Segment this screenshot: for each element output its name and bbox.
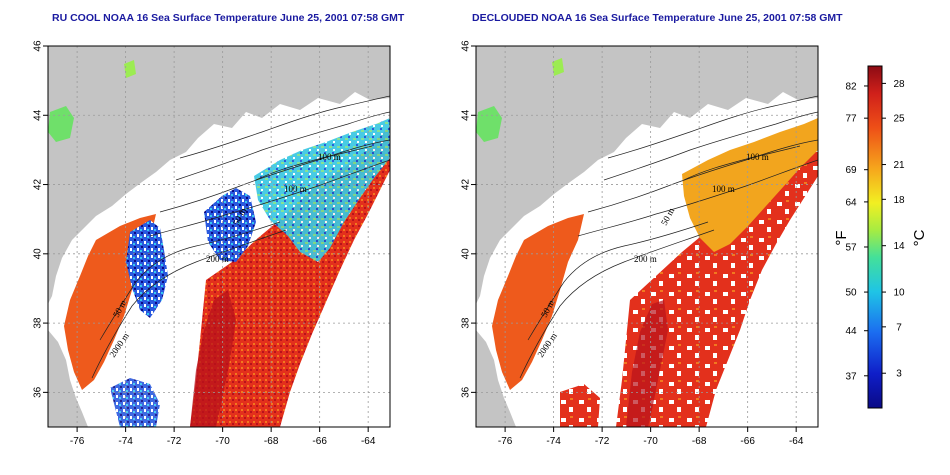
x-tick-label: -64 — [361, 436, 376, 447]
panel-title-right: DECLOUDED NOAA 16 Sea Surface Temperatur… — [472, 12, 843, 24]
map-grid — [476, 46, 818, 427]
celsius-tick-label: 7 — [896, 322, 902, 333]
y-tick-label: 40 — [461, 248, 472, 260]
north-green-speck — [124, 60, 136, 78]
x-tick-label: -68 — [264, 436, 279, 447]
panel-title-left: RU COOL NOAA 16 Sea Surface Temperature … — [52, 12, 405, 24]
y-tick-label: 46 — [33, 40, 44, 52]
celsius-tick-label: 25 — [893, 114, 905, 125]
mid-cold-patch — [204, 188, 256, 262]
fahrenheit-tick-label: 77 — [845, 114, 857, 125]
y-tick-label: 42 — [461, 179, 472, 191]
colorbar-gradient — [867, 65, 883, 409]
celsius-tick-label: 14 — [893, 241, 905, 252]
temperature-colorbar: 28 25 21 18 14 10 7 3 82 77 69 64 57 50 44 37 °F °C — [833, 65, 928, 409]
celsius-tick-label: 3 — [896, 369, 902, 380]
x-tick-label: -72 — [595, 436, 610, 447]
y-tick-label: 44 — [461, 109, 472, 121]
isobath-contours — [91, 95, 390, 379]
x-tick-label: -72 — [167, 436, 182, 447]
celsius-tick-label: 21 — [893, 160, 905, 171]
fahrenheit-tick-label: 44 — [845, 326, 857, 337]
y-tick-label: 40 — [33, 248, 44, 260]
south-cold-patch — [110, 378, 160, 427]
fahrenheit-tick-label: 37 — [845, 371, 857, 382]
map-frame — [47, 45, 391, 428]
contour-label: 100 m — [284, 184, 307, 194]
swath-cool-water — [254, 118, 390, 262]
y-tick-label: 42 — [33, 179, 44, 191]
contour-label: 100 m — [746, 152, 769, 162]
celsius-tick-label: 10 — [893, 288, 905, 299]
declouded-shelf-water — [492, 214, 584, 390]
x-tick-label: -76 — [498, 436, 513, 447]
map-frame — [475, 45, 819, 428]
fahrenheit-tick-label: 57 — [845, 242, 857, 253]
fahrenheit-unit-label: °F — [833, 230, 850, 245]
map-panel-left: 100 m 100 m 50 m 200 m 50 m 2000 m -76 -7… — [33, 40, 391, 447]
land-mass-south — [476, 330, 516, 427]
x-tick-label: -74 — [118, 436, 133, 447]
celsius-unit-label: °C — [911, 229, 928, 246]
x-tick-label: -70 — [215, 436, 230, 447]
land-mass — [48, 46, 390, 304]
contour-label: 200 m — [206, 254, 229, 264]
x-tick-label: -66 — [740, 436, 755, 447]
x-tick-label: -70 — [643, 436, 658, 447]
declouded-south-warm — [560, 384, 600, 427]
x-tick-label: -74 — [546, 436, 561, 447]
celsius-tick-label: 18 — [893, 195, 905, 206]
y-tick-label: 46 — [461, 40, 472, 52]
fahrenheit-tick-label: 82 — [845, 81, 857, 92]
fahrenheit-tick-label: 69 — [845, 165, 857, 176]
north-green-speck — [552, 58, 564, 76]
land-mass-south — [48, 330, 88, 427]
x-tick-label: -76 — [70, 436, 85, 447]
y-tick-label: 36 — [461, 386, 472, 398]
y-tick-label: 44 — [33, 109, 44, 121]
axis-ticks: -76 -74 -72 -70 -68 -66 -64 36 38 40 42 44 46 — [33, 40, 376, 447]
x-tick-label: -66 — [312, 436, 327, 447]
contour-label: 100 m — [712, 184, 735, 194]
map-panel-right: 100 m 100 m 50 m 200 m 50 m 2000 m -76 -7… — [461, 40, 819, 447]
land-mass — [476, 46, 818, 304]
coastal-cold-patch — [126, 220, 168, 318]
declouded-mild-water — [682, 118, 818, 252]
declouded-warm-water — [616, 150, 818, 427]
contour-label: 100 m — [318, 152, 341, 162]
fahrenheit-tick-label: 64 — [845, 197, 857, 208]
map-grid — [48, 46, 390, 427]
y-tick-label: 38 — [461, 317, 472, 329]
colorbar-ticks: 28 25 21 18 14 10 7 3 82 77 69 64 57 50 44 37 — [845, 79, 905, 382]
x-tick-label: -68 — [692, 436, 707, 447]
y-tick-label: 36 — [33, 386, 44, 398]
contour-label: 200 m — [634, 254, 657, 264]
gulf-stream-hot — [190, 290, 236, 427]
celsius-tick-label: 28 — [893, 79, 905, 90]
fahrenheit-tick-label: 50 — [845, 288, 857, 299]
y-tick-label: 38 — [33, 317, 44, 329]
axis-ticks: -76 -74 -72 -70 -68 -66 -64 36 38 40 42 44 46 — [461, 40, 804, 447]
declouded-hot-water — [626, 300, 668, 427]
x-tick-label: -64 — [789, 436, 804, 447]
